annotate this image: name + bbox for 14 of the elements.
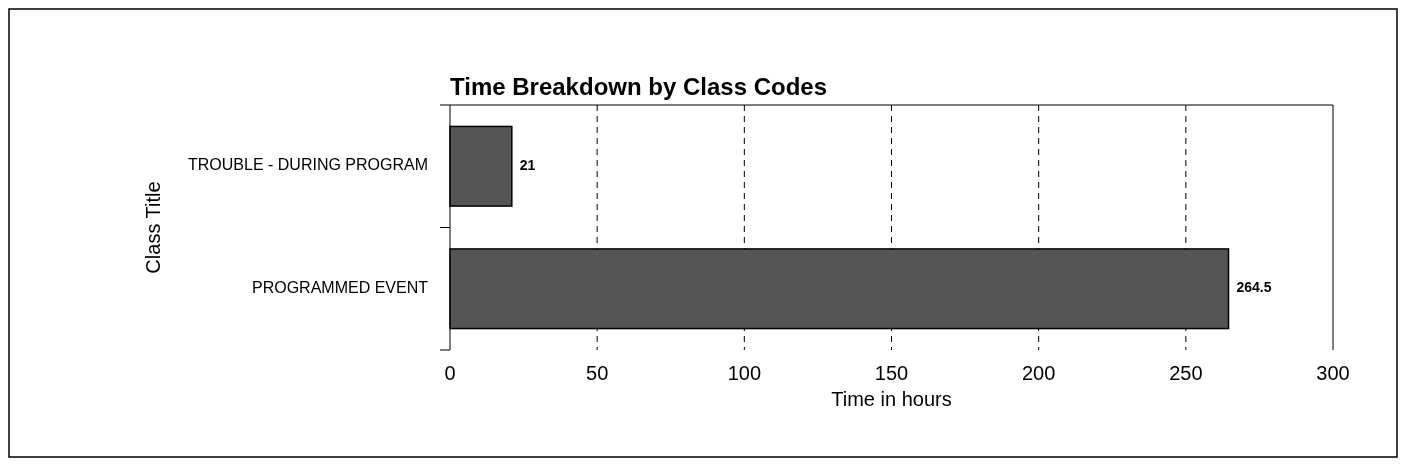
y-axis-title: Class Title [142,181,164,274]
x-tick-label: 0 [444,362,456,384]
y-tick-label: TROUBLE - DURING PROGRAM [187,156,428,174]
x-tick-label: 250 [1169,362,1203,384]
x-tick-label: 100 [727,362,762,384]
x-tick-label: 50 [586,362,609,384]
x-axis-title: Time in hours [831,388,952,410]
x-tick-label: 300 [1316,362,1350,384]
y-tick-label: PROGRAMMED EVENT [251,278,429,296]
x-tick-label: 200 [1021,362,1056,384]
chart-title: Time Breakdown by Class Codes [450,73,828,100]
data-label: 264.5 [1236,279,1272,296]
x-tick-label: 150 [874,362,909,384]
data-label: 21 [519,156,536,173]
